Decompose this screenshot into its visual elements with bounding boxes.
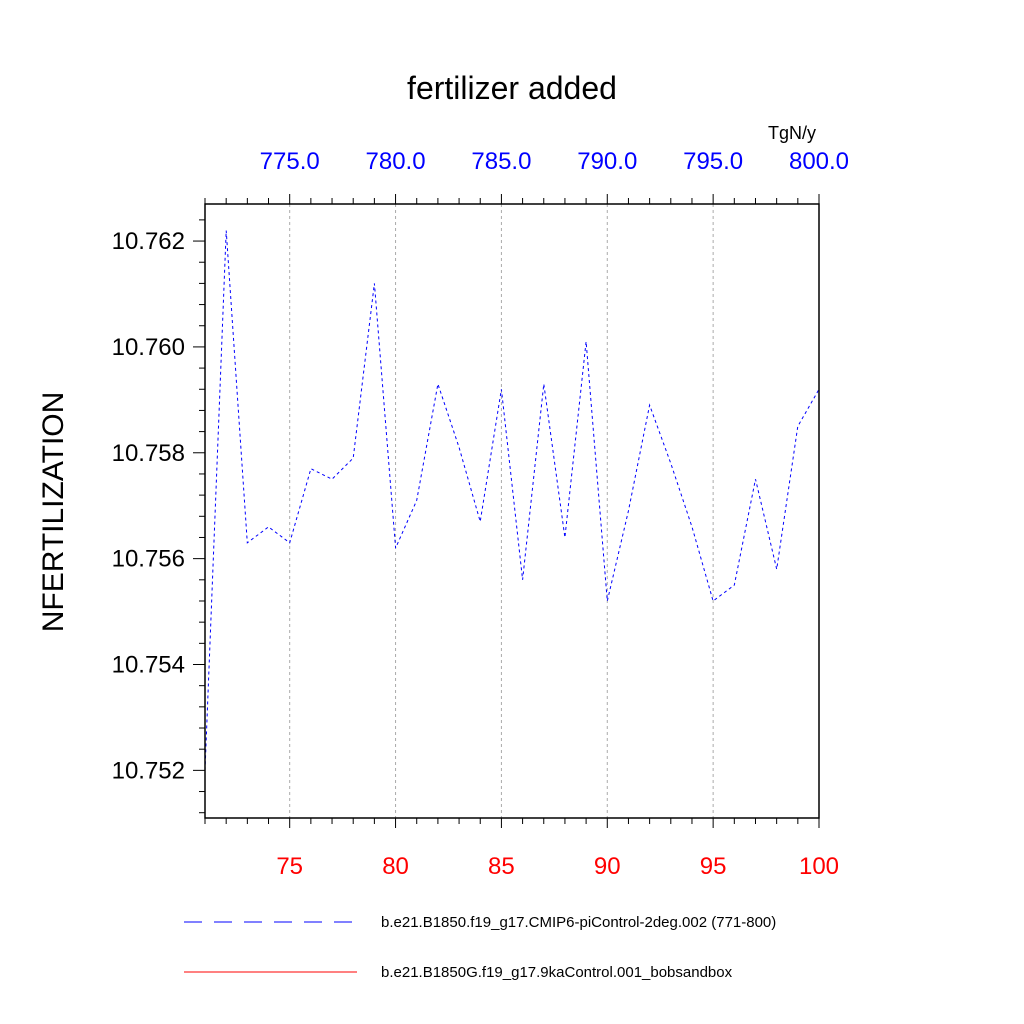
x-tick-label-bottom: 85 — [488, 853, 515, 880]
chart-title: fertilizer added — [407, 70, 617, 106]
grid-lines — [290, 204, 713, 818]
plot-frame — [205, 204, 819, 818]
y-tick-label: 10.756 — [112, 546, 185, 573]
x-tick-label-top: 785.0 — [471, 148, 531, 175]
y-tick-label: 10.762 — [112, 228, 185, 255]
legend-label-2: b.e21.B1850G.f19_g17.9kaControl.001_bobs… — [381, 964, 733, 981]
y-tick-label: 10.754 — [112, 652, 185, 679]
y-tick-label: 10.752 — [112, 757, 185, 784]
units-label: TgN/y — [768, 123, 816, 143]
x-tick-label-bottom: 75 — [276, 853, 303, 880]
x-tick-label-top: 780.0 — [366, 148, 426, 175]
x-tick-label-bottom: 90 — [594, 853, 621, 880]
series-line-1 — [205, 231, 819, 771]
tick-labels: 10.752 10.754 10.756 10.758 10.760 10.762 75 80… — [112, 148, 849, 880]
x-tick-label-top: 795.0 — [683, 148, 743, 175]
legend-label-1: b.e21.B1850.f19_g17.CMIP6-piControl-2deg… — [381, 914, 776, 931]
legend: b.e21.B1850.f19_g17.CMIP6-piControl-2deg… — [184, 914, 776, 981]
y-tick-label: 10.758 — [112, 440, 185, 467]
x-tick-label-top: 800.0 — [789, 148, 849, 175]
axis-ticks — [193, 194, 819, 828]
x-tick-label-bottom: 95 — [700, 853, 727, 880]
x-tick-label-top: 775.0 — [260, 148, 320, 175]
series-lines — [205, 231, 819, 771]
y-axis-label: NFERTILIZATION — [37, 392, 70, 633]
x-tick-label-top: 790.0 — [577, 148, 637, 175]
y-tick-label: 10.760 — [112, 334, 185, 361]
x-tick-label-bottom: 100 — [799, 853, 839, 880]
x-tick-label-bottom: 80 — [382, 853, 409, 880]
